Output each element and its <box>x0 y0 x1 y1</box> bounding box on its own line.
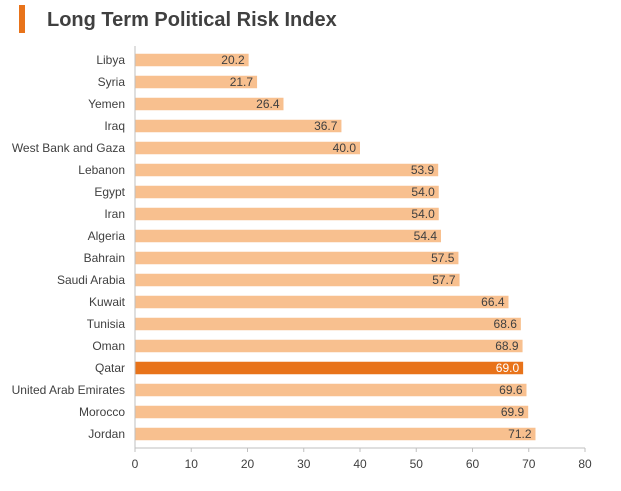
data-label: 69.0 <box>496 361 520 375</box>
category-label: Oman <box>92 339 125 353</box>
category-label: Algeria <box>88 229 126 243</box>
data-label: 54.4 <box>414 229 438 243</box>
bar <box>135 251 459 265</box>
category-label: Yemen <box>88 97 125 111</box>
bar <box>135 141 360 155</box>
data-label: 53.9 <box>411 163 435 177</box>
category-label: Lebanon <box>78 163 125 177</box>
data-label: 21.7 <box>230 75 254 89</box>
x-tick-label: 30 <box>297 457 311 471</box>
bar <box>135 383 527 397</box>
bar <box>135 405 529 419</box>
bar <box>135 427 536 441</box>
bar <box>135 119 342 133</box>
data-label: 54.0 <box>411 207 435 221</box>
data-label: 36.7 <box>314 119 338 133</box>
bar <box>135 53 249 67</box>
bar <box>135 207 439 221</box>
category-label: Jordan <box>88 427 125 441</box>
bar <box>135 163 439 177</box>
x-tick-label: 50 <box>410 457 424 471</box>
x-tick-label: 10 <box>185 457 199 471</box>
bar <box>135 317 521 331</box>
bar <box>135 339 523 353</box>
title-accent-bar <box>19 5 25 33</box>
data-label: 54.0 <box>411 185 435 199</box>
data-label: 69.6 <box>499 383 523 397</box>
x-tick-label: 0 <box>132 457 139 471</box>
category-label: Bahrain <box>84 251 125 265</box>
data-label: 71.2 <box>508 427 532 441</box>
data-label: 69.9 <box>501 405 525 419</box>
x-tick-label: 20 <box>241 457 255 471</box>
data-label: 68.6 <box>494 317 518 331</box>
category-label: Kuwait <box>89 295 126 309</box>
data-label: 40.0 <box>333 141 357 155</box>
x-tick-label: 70 <box>522 457 536 471</box>
category-label: Egypt <box>94 185 125 199</box>
category-label: Syria <box>98 75 126 89</box>
category-label: West Bank and Gaza <box>12 141 126 155</box>
bar <box>135 185 439 199</box>
category-label: Saudi Arabia <box>57 273 125 287</box>
x-tick-label: 40 <box>353 457 367 471</box>
x-tick-label: 60 <box>466 457 480 471</box>
bar <box>135 75 258 89</box>
category-label: Iran <box>104 207 125 221</box>
bar-highlight <box>135 361 524 375</box>
data-label: 20.2 <box>221 53 245 67</box>
category-label: Iraq <box>104 119 125 133</box>
category-label: Tunisia <box>87 317 126 331</box>
category-label: Qatar <box>95 361 125 375</box>
data-label: 57.7 <box>432 273 456 287</box>
category-label: Libya <box>96 53 125 67</box>
category-label: United Arab Emirates <box>12 383 125 397</box>
x-tick-label: 80 <box>578 457 592 471</box>
bar <box>135 273 460 287</box>
bar <box>135 295 509 309</box>
data-label: 57.5 <box>431 251 455 265</box>
bar <box>135 97 284 111</box>
data-label: 66.4 <box>481 295 505 309</box>
data-label: 26.4 <box>256 97 280 111</box>
chart-title: Long Term Political Risk Index <box>47 9 337 31</box>
category-label: Morocco <box>79 405 125 419</box>
data-label: 68.9 <box>495 339 519 353</box>
bar <box>135 229 441 243</box>
